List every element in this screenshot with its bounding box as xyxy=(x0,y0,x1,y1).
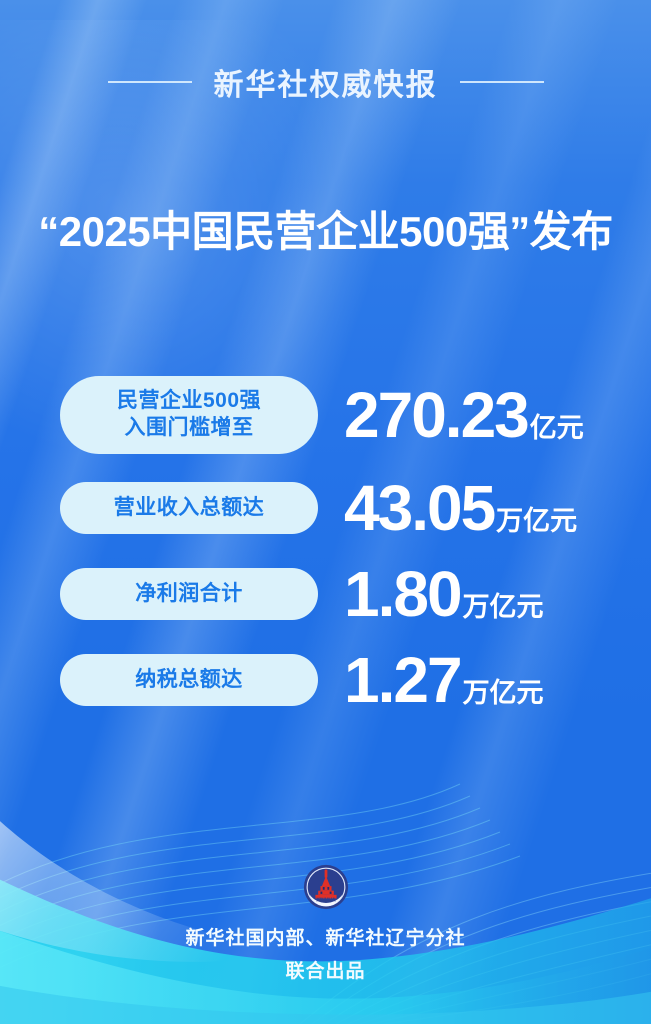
stat-label-pill: 净利润合计 xyxy=(60,568,318,620)
stat-label-pill: 民营企业500强 入围门槛增至 xyxy=(60,376,318,454)
stat-row: 营业收入总额达 43.05 万亿元 xyxy=(60,476,627,540)
stat-label-line1: 纳税总额达 xyxy=(135,667,243,691)
stat-value: 270.23 xyxy=(344,379,530,451)
header-rule-left-icon xyxy=(107,81,192,83)
stat-label-line1: 净利润合计 xyxy=(135,581,243,605)
stat-label-line1: 民营企业500强 xyxy=(116,389,262,413)
stat-row: 纳税总额达 1.27 万亿元 xyxy=(60,648,627,712)
stat-unit: 亿元 xyxy=(529,413,584,443)
stat-value-group: 1.80 万亿元 xyxy=(344,562,544,626)
stat-value: 1.80 xyxy=(344,558,463,630)
logo-wordmark: XINHUA xyxy=(316,897,336,903)
stat-label-line1: 营业收入总额达 xyxy=(113,495,265,519)
page-title: “2025中国民营企业500强”发布 xyxy=(38,208,613,255)
stat-label-pill: 营业收入总额达 xyxy=(60,482,318,534)
header-title: 新华社权威快报 xyxy=(213,69,438,102)
footer-credit-line-2: 联合出品 xyxy=(285,960,366,982)
stat-value: 1.27 xyxy=(344,644,463,716)
xinhua-logo-icon: XINHUA xyxy=(303,864,349,910)
footer-credit-line-1: 新华社国内部、新华社辽宁分社 xyxy=(185,927,466,949)
stat-unit: 万亿元 xyxy=(496,506,578,536)
stat-value-group: 1.27 万亿元 xyxy=(344,648,544,712)
stat-row: 净利润合计 1.80 万亿元 xyxy=(60,562,627,626)
stat-label-line2: 入围门槛增至 xyxy=(124,416,254,439)
stat-value: 43.05 xyxy=(344,472,496,544)
header: 新华社权威快报 xyxy=(0,60,651,104)
header-rule-right-icon xyxy=(459,81,544,83)
stats-list: 民营企业500强 入围门槛增至 270.23 亿元 营业收入总额达 43.05 … xyxy=(60,376,627,734)
stat-label-pill: 纳税总额达 xyxy=(60,654,318,706)
stat-value-group: 43.05 万亿元 xyxy=(344,476,577,540)
stat-unit: 万亿元 xyxy=(462,592,544,622)
stat-value-group: 270.23 亿元 xyxy=(344,383,584,447)
stat-row: 民营企业500强 入围门槛增至 270.23 亿元 xyxy=(60,376,627,454)
footer: XINHUA 新华社国内部、新华社辽宁分社 联合出品 xyxy=(0,864,651,989)
stat-unit: 万亿元 xyxy=(462,678,544,708)
